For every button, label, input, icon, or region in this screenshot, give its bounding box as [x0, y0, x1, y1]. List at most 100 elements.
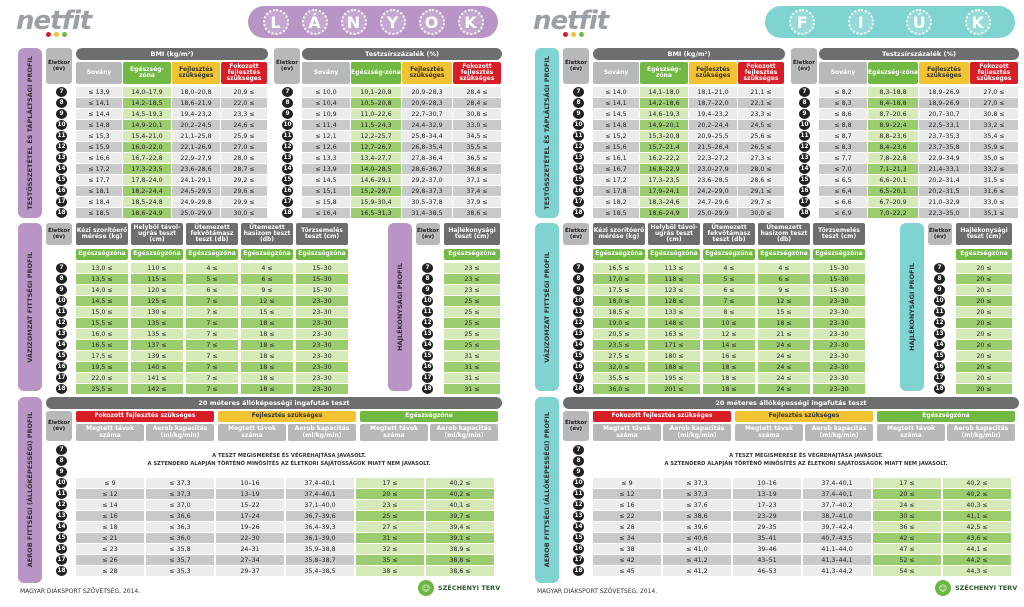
table-cell: 29,2–37,0 [402, 175, 452, 185]
table-cell: 17,5 ≤ [76, 351, 128, 361]
table-cell: 25,6 ≤ [738, 131, 784, 141]
age-badge: 9 [573, 467, 584, 477]
age-badge: 10 [573, 120, 584, 130]
table-cell: ≤ 37,3 [663, 478, 731, 488]
table-cell: 188 ≤ [648, 362, 700, 372]
table-cell: 14,6–29,1 [351, 175, 401, 185]
age-column: 7 8 9 10 11 12 13 14 15 16 17 18 [573, 445, 584, 576]
table-cell: 31 ≤ [444, 351, 500, 361]
musc-table: 13,0 ≤110 ≤4 ≤4 ≤15–30 13,5 ≤115 ≤5 ≤6 ≤1… [76, 263, 348, 394]
table-cell: 16,7–22,8 [123, 153, 171, 163]
aerob-zone-header: Egészségzóna [877, 411, 1015, 422]
table-cell: 23–30 [813, 340, 865, 350]
fat-col-header: Sovány [819, 62, 867, 84]
age-header: Életkor (év) [46, 48, 72, 84]
table-cell: 21,0–32,9 [919, 197, 969, 207]
age-badge: 9 [799, 109, 810, 119]
table-cell: 42,5 ≤ [943, 522, 1011, 532]
table-cell: 20 ≤ [873, 489, 941, 499]
table-cell: 16,2–22,2 [640, 153, 688, 163]
table-cell: ≤ 6,9 [819, 208, 867, 218]
logo-text: netfit [533, 6, 609, 36]
table-cell: 110 ≤ [131, 263, 183, 273]
table-cell: ≤ 28 [593, 522, 661, 532]
age-badge: 7 [799, 87, 810, 97]
table-cell: ≤ 14,8 [593, 120, 639, 130]
table-cell: 44,1 ≤ [943, 544, 1011, 554]
age-column: 7 8 9 10 11 12 13 14 15 16 17 18 [422, 263, 433, 394]
age-badge: 9 [56, 109, 67, 119]
table-cell: 7 ≤ [703, 296, 755, 306]
age-badge: 12 [282, 142, 293, 152]
age-badge: 17 [573, 197, 584, 207]
table-cell: ≤ 36,6 [146, 511, 214, 521]
table-cell: 130 ≤ [131, 307, 183, 317]
age-badge: 16 [56, 544, 67, 554]
table-cell: 18 ≤ [758, 318, 810, 328]
table-cell: 22,1 ≤ [738, 98, 784, 108]
zone-header: Egészségzóna [703, 249, 755, 260]
table-cell: 28,6 ≤ [738, 175, 784, 185]
zone-header: Egészségzóna [444, 249, 500, 260]
table-cell: 24 ≤ [758, 340, 810, 350]
logo-text: netfit [16, 6, 92, 36]
table-cell: 40,2 ≤ [943, 489, 1011, 499]
table-cell: 18 ≤ [703, 384, 755, 394]
table-cell: 44,2 ≤ [943, 555, 1011, 565]
table-cell: 37,1–40,0 [286, 500, 354, 510]
bmi-col-header: Fejlesztés szükséges [172, 62, 220, 84]
table-cell: 26,5 ≤ [738, 142, 784, 152]
table-cell: ≤ 17,8 [593, 186, 639, 196]
fat-col-header: Fokozott fejlesztés szükséges [453, 62, 501, 84]
age-badge: 18 [56, 384, 67, 394]
table-cell: 43–51 [733, 555, 801, 565]
table-cell: 23–30 [296, 318, 348, 328]
table-cell: 10–16 [733, 478, 801, 488]
age-badge: 16 [573, 186, 584, 196]
table-cell: ≤ 28 [76, 566, 144, 576]
age-badge: 8 [56, 98, 67, 108]
table-cell: 24,5 ≤ [738, 120, 784, 130]
age-badge: 14 [282, 164, 293, 174]
data-table: ≤ 14,0 14,1–18,0 18,1–21,0 21,1 ≤ ≤ 14,1 14,2… [593, 87, 784, 218]
note-line: A SZTENDERD ALAPJÁN TÖRTÉNŐ MINŐSÍTÉS AZ… [147, 461, 431, 467]
table-cell: 4 ≤ [703, 263, 755, 273]
table-cell: 20,9–25,5 [689, 131, 737, 141]
table-cell: 5 ≤ [703, 274, 755, 284]
table-cell: ≤ 8,7 [819, 131, 867, 141]
age-badge: 16 [56, 186, 67, 196]
table-cell: 35 ≤ [356, 555, 424, 565]
age-badge: 18 [573, 566, 584, 576]
aerob-table: ≤ 9 ≤ 37,3 10–16 37,4–40,1 17 ≤40,2 ≤ ≤ 12 ≤ 3… [593, 478, 1011, 576]
profile-label-text: VÁZIZOMZAT FITTSÉGI PROFIL [543, 251, 551, 363]
table-cell: 31 ≤ [444, 362, 500, 372]
table-cell: 13,4–27,7 [351, 153, 401, 163]
table-cell: ≤ 38 [593, 544, 661, 554]
table-cell: 18 ≤ [241, 340, 293, 350]
age-badge: 8 [573, 456, 584, 466]
age-badge: 14 [573, 340, 584, 350]
table-cell: ≤ 36,0 [146, 533, 214, 543]
table-cell: 20 ≤ [956, 340, 1012, 350]
title-letter: N [340, 9, 367, 35]
table-cell: 18,9–26,9 [919, 98, 969, 108]
flex-table: 20 ≤20 ≤20 ≤20 ≤20 ≤20 ≤20 ≤20 ≤20 ≤20 ≤… [956, 263, 1012, 394]
table-cell: 41,3–44,2 [803, 566, 871, 576]
table-cell: ≤ 12 [593, 489, 661, 499]
table-cell: ≤ 23 [76, 544, 144, 554]
table-cell: 171 ≤ [648, 340, 700, 350]
logo-dots [46, 32, 67, 37]
aerob-zone-header: Fejlesztés szükséges [735, 411, 873, 422]
footer-credit: MAGYAR DIÁKSPORT SZÖVETSÉG, 2014. [537, 588, 658, 595]
aerob-sub-header: Aerob kapacitás (ml/kg/min) [947, 424, 1015, 441]
age-column: 7 8 9 10 11 12 13 14 15 16 17 18 [573, 87, 584, 218]
table-cell: 15–30 [813, 285, 865, 295]
table-cell: 16,5 ≤ [76, 340, 128, 350]
age-badge: 8 [573, 274, 584, 284]
table-cell: 7 ≤ [186, 362, 238, 372]
zone-header: Egészségzóna [758, 249, 810, 260]
table-cell: 8 ≤ [703, 307, 755, 317]
table-cell: 33,2 ≤ [970, 164, 1018, 174]
table-cell: 37,4–40,1 [803, 489, 871, 499]
age-header: Életkor (év) [416, 223, 440, 245]
